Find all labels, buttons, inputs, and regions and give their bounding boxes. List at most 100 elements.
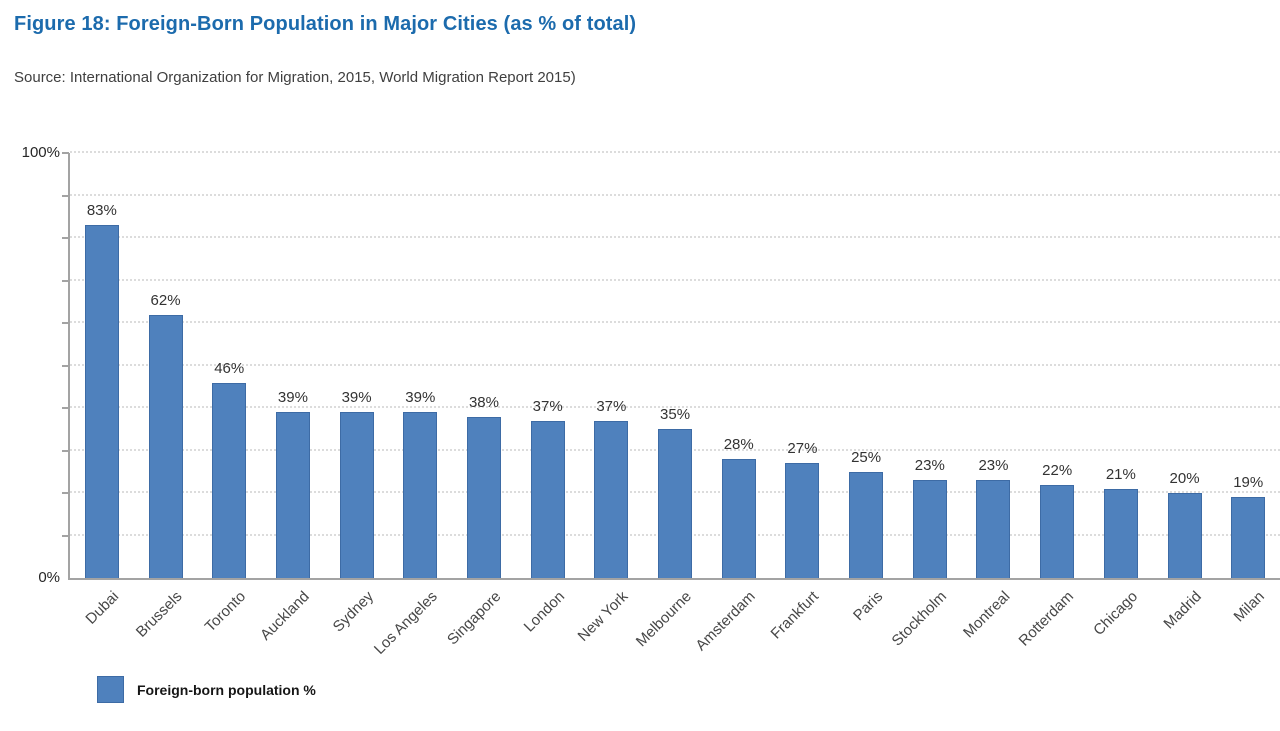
y-axis-label-min: 0% <box>38 569 60 586</box>
value-label-sydney: 39% <box>341 389 372 407</box>
x-axis-label-frankfurt: Frankfurt <box>767 588 823 643</box>
y-axis-tick-70 <box>62 279 69 282</box>
bar-dubai <box>84 225 119 578</box>
x-axis-label-stockholm: Stockholm <box>888 588 950 650</box>
x-axis-label-rotterdam: Rotterdam <box>1015 588 1078 650</box>
x-axis-label-amsterdam: Amsterdam <box>692 588 759 655</box>
value-label-brussels: 62% <box>150 291 181 309</box>
x-axis-label-toronto: Toronto <box>201 588 250 636</box>
x-axis-label-new-york: New York <box>574 588 632 645</box>
value-label-new-york: 37% <box>596 397 627 415</box>
figure-title: Figure 18: Foreign-Born Population in Ma… <box>14 13 637 35</box>
bar-slot-stockholm: 23% Stockholm <box>888 153 962 649</box>
bar-london <box>530 420 565 578</box>
gridline-60 <box>70 321 1280 323</box>
y-axis-tick-10 <box>62 534 69 537</box>
plot-area: 83% Dubai 62% Brussels 46% Toronto 39% Auckland… <box>62 151 1280 658</box>
gridline-50 <box>70 363 1280 366</box>
bar-slot-london: 37% London <box>516 153 580 636</box>
bar-slot-amsterdam: 28% Amsterdam <box>692 153 771 654</box>
bar-slot-chicago: 21% Chicago <box>1089 153 1153 639</box>
legend-label: Foreign-born population % <box>137 681 316 698</box>
x-axis-label-los-angeles: Los Angeles <box>370 588 441 658</box>
bar-paris <box>849 471 884 578</box>
bar-slot-dubai: 83% Dubai <box>70 153 134 627</box>
bar-melbourne <box>658 429 693 578</box>
y-axis-tick-40 <box>62 407 69 409</box>
bar-chicago <box>1103 488 1138 578</box>
bar-slot-paris: 25% Paris <box>834 153 898 624</box>
bar-slot-brussels: 62% Brussels <box>133 153 198 641</box>
value-label-dubai: 83% <box>86 202 117 220</box>
bar-montreal <box>976 480 1011 578</box>
bar-singapore <box>466 416 501 578</box>
value-label-milan: 19% <box>1233 474 1264 492</box>
bar-slot-madrid: 20% Madrid <box>1153 153 1217 632</box>
bar-toronto <box>212 382 247 578</box>
value-label-paris: 25% <box>851 448 882 466</box>
bar-slot-auckland: 39% Auckland <box>257 153 325 643</box>
value-label-stockholm: 23% <box>914 457 945 475</box>
value-label-los-angeles: 39% <box>405 389 436 407</box>
bar-slot-rotterdam: 22% Rotterdam <box>1016 153 1089 650</box>
bar-madrid <box>1167 493 1202 578</box>
bar-slot-los-angeles: 39% Los Angeles <box>370 153 452 658</box>
legend-swatch-icon <box>97 676 124 703</box>
value-label-frankfurt: 27% <box>787 440 818 458</box>
value-label-madrid: 20% <box>1169 470 1200 487</box>
bar-slot-frankfurt: 27% Frankfurt <box>768 153 835 642</box>
bar-slot-toronto: 46% Toronto <box>197 153 261 636</box>
bar-slot-new-york: 37% New York <box>575 153 644 645</box>
bar-rotterdam <box>1040 484 1075 578</box>
value-label-toronto: 46% <box>214 359 245 377</box>
bar-brussels <box>148 314 183 578</box>
x-axis-label-melbourne: Melbourne <box>632 588 696 651</box>
x-axis-label-sydney: Sydney <box>329 588 377 636</box>
bar-slot-milan: 19% Milan <box>1216 153 1280 625</box>
x-axis-label-chicago: Chicago <box>1089 588 1141 639</box>
y-axis-tick-100 <box>62 152 69 154</box>
bar-slot-singapore: 38% Singapore <box>444 153 516 649</box>
x-axis-label-milan: Milan <box>1230 588 1269 626</box>
y-axis-tick-90 <box>62 194 69 197</box>
y-axis-tick-30 <box>62 449 69 452</box>
value-label-singapore: 38% <box>468 393 499 411</box>
value-label-amsterdam: 28% <box>723 436 754 453</box>
value-label-london: 37% <box>532 397 563 415</box>
x-axis-label-singapore: Singapore <box>443 588 504 649</box>
y-axis-tick-50 <box>62 364 69 367</box>
x-axis-label-madrid: Madrid <box>1160 588 1205 633</box>
figure-source: Source: International Organization for M… <box>14 69 576 86</box>
legend: Foreign-born population % <box>97 676 316 703</box>
x-axis-label-brussels: Brussels <box>132 588 186 641</box>
bar-stockholm <box>912 480 947 578</box>
x-axis-label-auckland: Auckland <box>257 588 313 644</box>
bar-auckland <box>275 412 310 578</box>
gridline-40 <box>70 406 1280 408</box>
bar-milan <box>1231 497 1266 578</box>
bar-los-angeles <box>403 412 438 578</box>
bar-frankfurt <box>785 463 820 578</box>
bar-amsterdam <box>721 459 756 578</box>
value-label-rotterdam: 22% <box>1042 461 1073 479</box>
bar-slot-montreal: 23% Montreal <box>960 153 1026 641</box>
value-label-montreal: 23% <box>978 457 1009 475</box>
gridline-70 <box>70 278 1280 281</box>
bar-slot-melbourne: 35% Melbourne <box>633 153 707 650</box>
bar-new-york <box>594 420 629 578</box>
bars: 83% Dubai 62% Brussels 46% Toronto 39% Auckland… <box>70 153 1280 658</box>
x-axis-label-london: London <box>520 588 568 636</box>
x-axis-label-paris: Paris <box>849 588 887 625</box>
y-axis-label-max: 100% <box>21 144 60 161</box>
y-axis-tick-80 <box>62 237 69 239</box>
x-axis-label-dubai: Dubai <box>82 588 122 628</box>
gridline-80 <box>70 236 1280 238</box>
y-axis-tick-20 <box>62 492 69 494</box>
bar-slot-sydney: 39% Sydney <box>325 153 389 635</box>
gridline-100 <box>70 151 1280 153</box>
value-label-melbourne: 35% <box>660 406 691 424</box>
value-label-chicago: 21% <box>1105 465 1136 483</box>
bar-sydney <box>339 412 374 578</box>
